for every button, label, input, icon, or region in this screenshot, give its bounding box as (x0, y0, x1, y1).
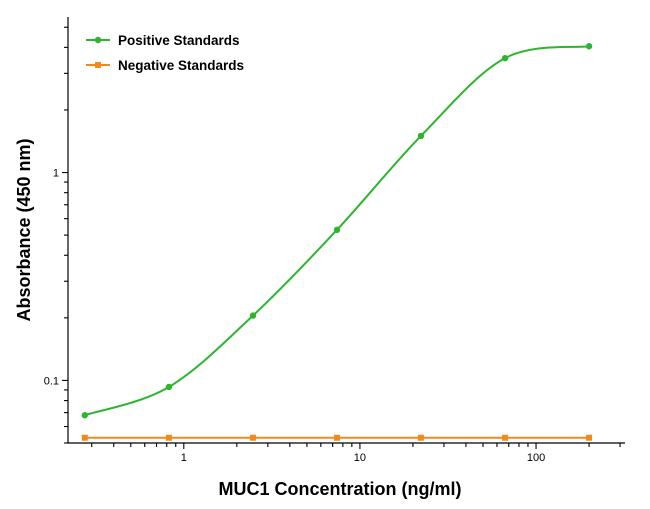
legend-negative-standards-marker (95, 62, 101, 68)
x-tick-label: 10 (354, 452, 366, 464)
legend: Positive Standards Negative Standards (86, 33, 244, 73)
positive-standards-point (81, 412, 88, 419)
positive-standards-point (165, 383, 173, 391)
ticks: 1 10 100 0.1 1 (44, 26, 621, 464)
x-axis-title: MUC1 Concentration (ng/ml) (219, 479, 462, 499)
legend-negative-standards-label: Negative Standards (118, 58, 244, 73)
negative-standards-point (586, 434, 593, 441)
positive-standards-point (501, 54, 509, 62)
negative-standards-point (165, 434, 172, 441)
positive-standards-point (585, 43, 593, 50)
legend-positive-standards-label: Positive Standards (118, 33, 240, 48)
x-tick-label: 100 (527, 452, 545, 464)
axes (67, 17, 625, 444)
positive-standards-point (249, 312, 257, 319)
y-tick-label: 1 (53, 168, 59, 180)
negative-standards-point (502, 434, 509, 441)
y-axis-title: Absorbance (450 nm) (14, 138, 34, 321)
x-tick-label: 1 (181, 452, 187, 464)
negative-standards-point (333, 434, 340, 441)
positive-standards-point (333, 226, 341, 234)
y-tick-label: 0.1 (44, 375, 59, 387)
positive-standards-point (417, 132, 425, 140)
negative-standards-point (81, 434, 88, 441)
legend-positive-standards-marker (94, 36, 102, 44)
series-lines (84, 45, 590, 439)
series-points (81, 43, 593, 441)
negative-standards-point (249, 434, 256, 441)
negative-standards-point (417, 434, 424, 441)
